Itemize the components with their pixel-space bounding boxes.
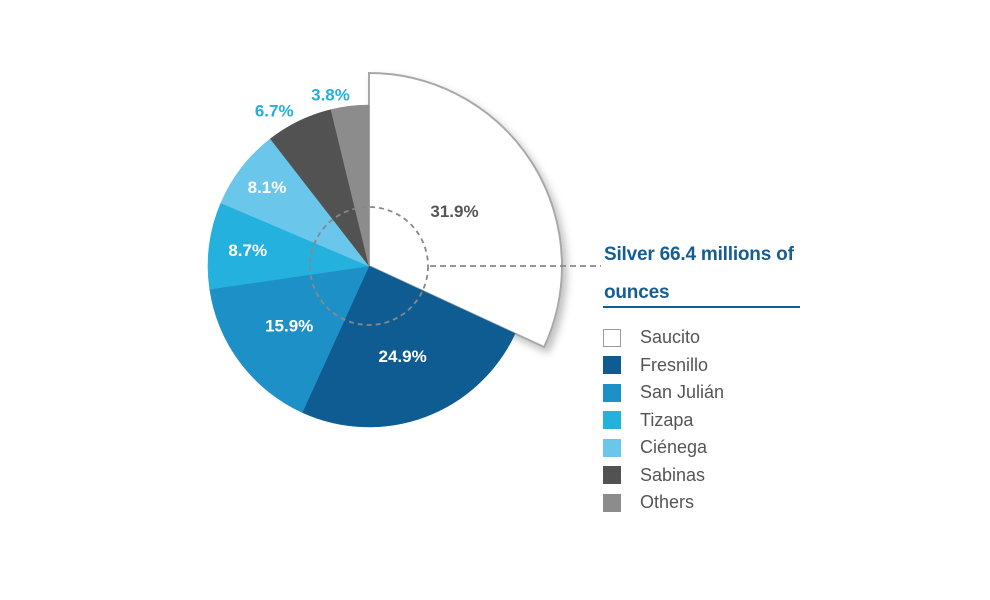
legend-divider [603,306,800,308]
pie-slice-san-julian [209,265,370,413]
data-label-fresnillo: 24.9% [378,347,426,366]
legend-swatch [603,356,621,375]
pie-slice-others [330,104,370,267]
pie-slice-saucito [368,71,563,349]
legend-item-tizapa: Tizapa [603,407,724,435]
center-marker [309,206,601,326]
legend-swatch [603,493,621,512]
legend-label: Saucito [640,327,701,348]
legend-label: Tizapa [640,409,694,430]
pie-slice-tizapa [207,202,370,290]
legend-swatch [603,466,621,485]
legend-swatch [603,411,621,430]
legend-title: Silver 66.4 millions of ounces [604,244,794,303]
legend-label: Ciénega [640,437,708,458]
data-label-others: 3.8% [311,86,350,105]
legend-item-fresnillo: Fresnillo [603,352,724,380]
legend-item-sabinas: Sabinas [603,462,724,490]
data-label-tizapa: 8.7% [228,241,267,260]
legend-item-cienega: Ciénega [603,434,724,462]
pie-slice-fresnillo [301,265,516,428]
data-label-sabinas: 6.7% [255,101,294,120]
legend-swatch [603,328,621,347]
legend-label: San Julián [640,382,725,403]
legend-swatch [603,438,621,457]
legend-item-saucito: Saucito [603,324,724,352]
data-label-cienega: 8.1% [248,178,287,197]
legend-swatch [603,383,621,402]
legend-item-san-julian: San Julián [603,379,724,407]
legend-label: Sabinas [640,464,706,485]
legend-label: Fresnillo [640,354,709,375]
legend: Saucito Fresnillo San Julián Tizapa Cién… [603,324,724,517]
legend-item-others: Others [603,489,724,517]
data-label-san-julian: 15.9% [265,316,313,335]
data-label-saucito: 31.9% [430,202,478,221]
legend-label: Others [640,492,695,513]
